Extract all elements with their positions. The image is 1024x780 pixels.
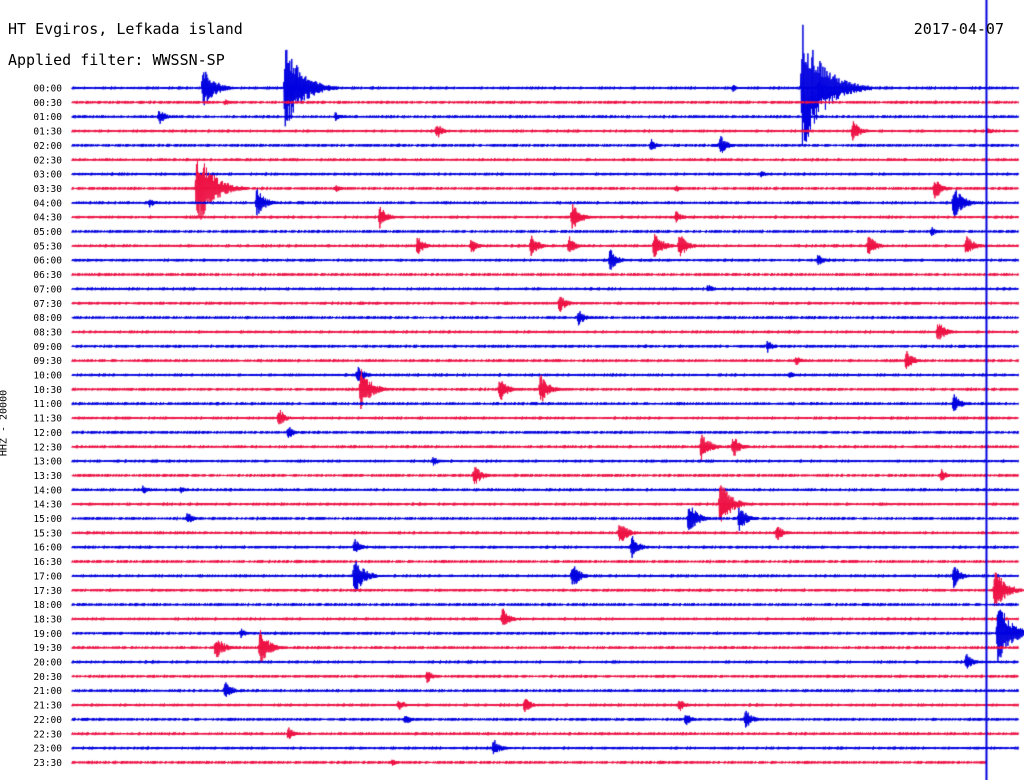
filter-label: Applied filter: WWSSN-SP xyxy=(8,51,225,69)
station-title: HT Evgiros, Lefkada island xyxy=(8,20,243,38)
channel-label-text: HHZ - 20000 xyxy=(0,389,10,457)
date-label: 2017-04-07 xyxy=(913,20,1004,38)
